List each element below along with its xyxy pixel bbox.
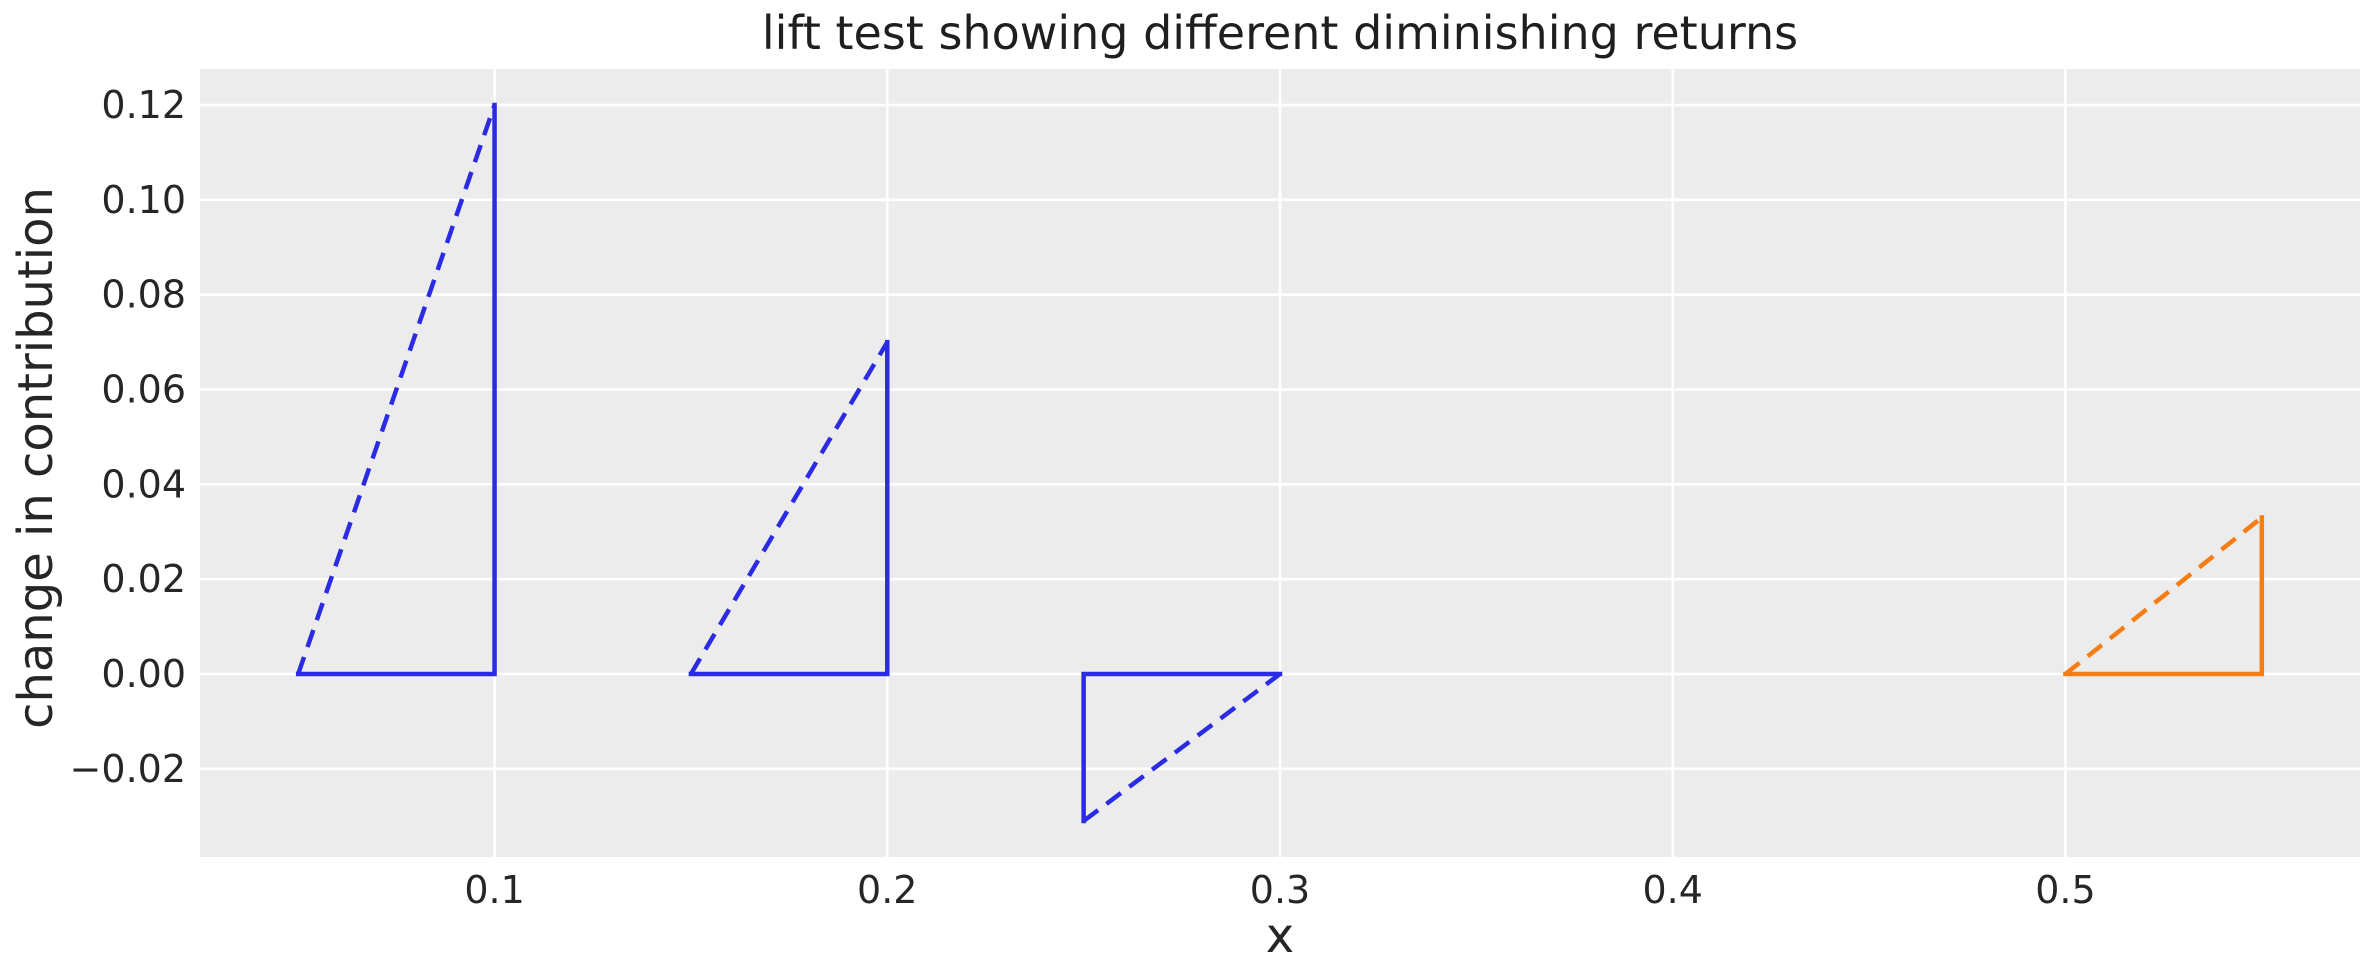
lift-triangle-2-solid-edges [688,339,890,677]
x-tick-label: 0.2 [857,868,917,912]
y-tick-label: 0.12 [101,83,186,127]
x-tick-label: 0.5 [2035,868,2095,912]
y-tick-label: 0.04 [101,462,186,506]
lift-triangle-4-dashed-hypotenuse [2064,515,2264,676]
x-tick-label: 0.1 [464,868,524,912]
y-tick-label: −0.02 [70,747,186,791]
lift-triangle-2-dashed-hypotenuse [688,340,890,676]
y-axis-label: change in contribution [8,187,64,729]
lift-triangle-1-solid-edges [295,102,497,677]
x-axis-label: x [1265,908,1295,964]
y-tick-label: 0.02 [101,557,186,601]
x-tick-label: 0.4 [1643,868,1703,912]
lift-triangle-3-dashed-hypotenuse [1082,672,1282,823]
y-tick-label: 0.06 [101,368,186,412]
y-tick-label: 0.10 [101,178,186,222]
lift-triangle-1-dashed-hypotenuse [296,104,497,675]
y-tick-label: 0.08 [101,273,186,317]
y-tick-label: 0.00 [101,652,186,696]
chart-title: lift test showing different diminishing … [761,6,1799,60]
x-tick-label: 0.3 [1250,868,1310,912]
lift-triangle-3-solid-edges [1081,671,1283,824]
lift-triangle-4-solid-edges [2063,515,2265,677]
